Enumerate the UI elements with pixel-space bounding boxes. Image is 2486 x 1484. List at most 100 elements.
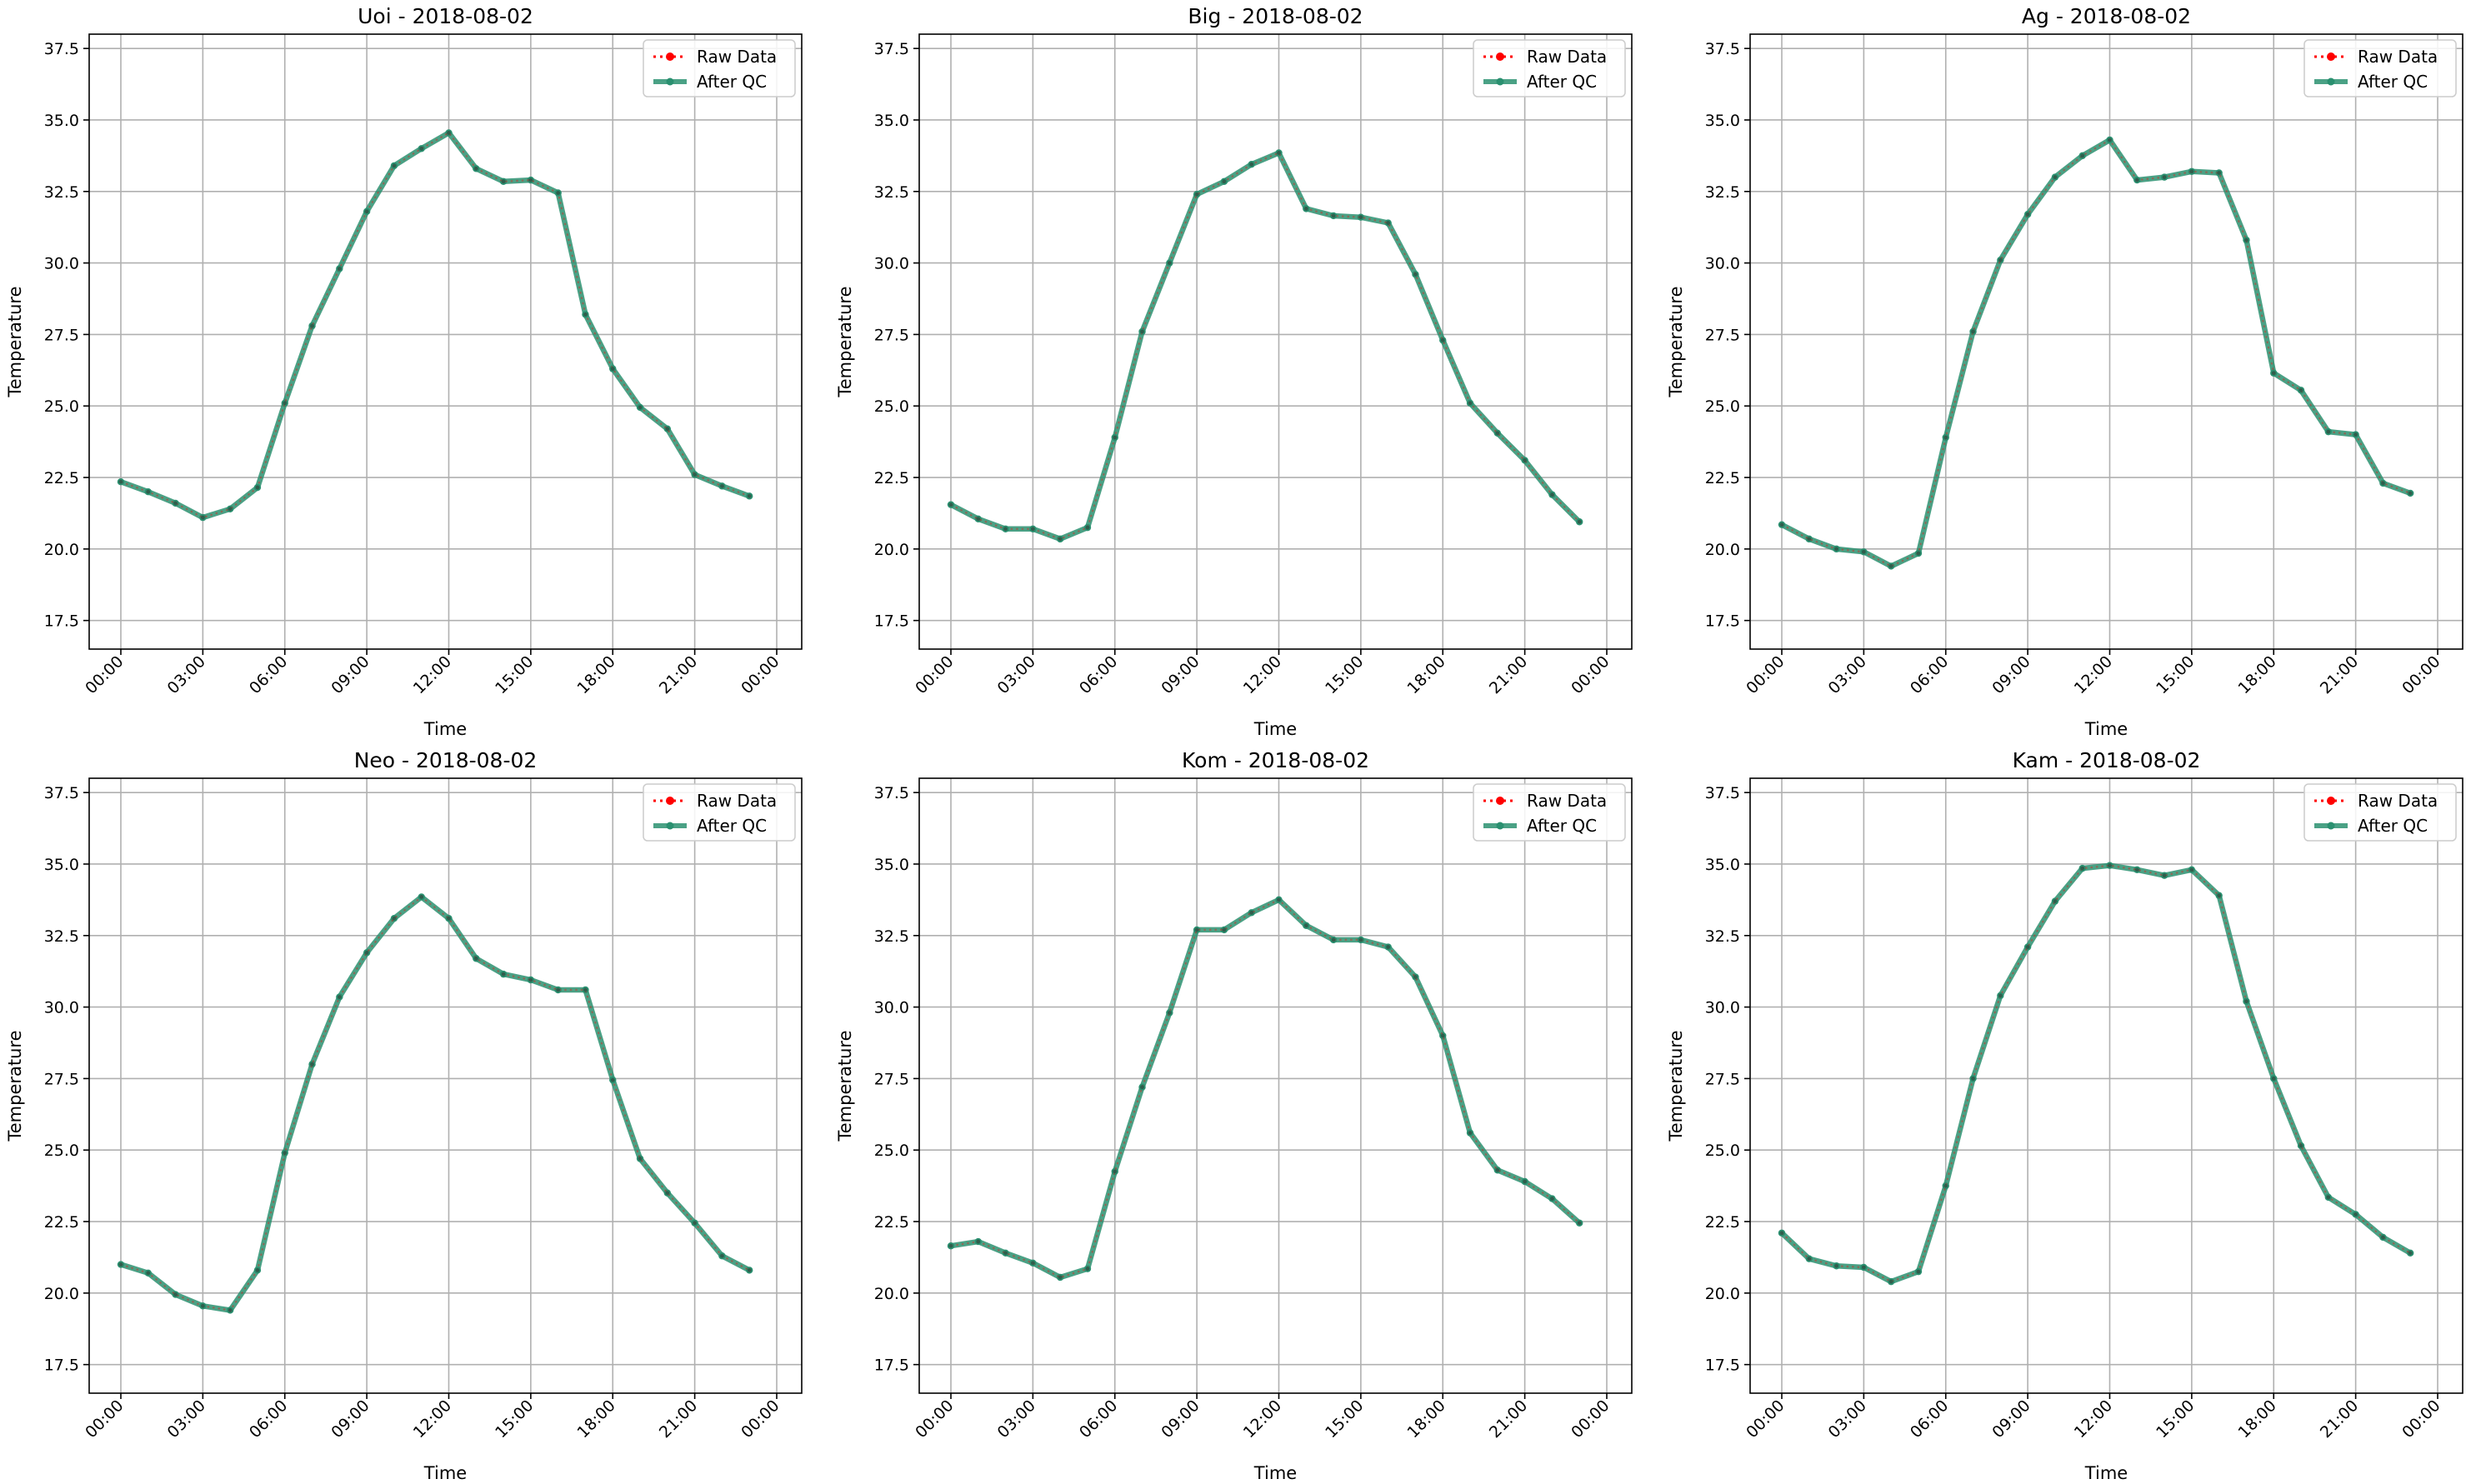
raw-data-point: [747, 1268, 752, 1272]
raw-data-point: [693, 1221, 698, 1226]
raw-data-point: [1058, 537, 1063, 542]
axes-frame: [88, 33, 803, 650]
y-tick-label: 35.0: [1705, 856, 1740, 874]
legend-raw-label: Raw Data: [2358, 47, 2438, 67]
raw-data-point: [720, 483, 724, 488]
raw-data-point: [1861, 1265, 1866, 1270]
y-tick-label: 25.0: [1705, 397, 1740, 416]
raw-data-point: [392, 163, 397, 168]
raw-data-point: [419, 146, 424, 151]
raw-data-point: [1003, 527, 1008, 532]
y-tick-label: 22.5: [874, 469, 909, 487]
raw-data-point: [1249, 910, 1254, 915]
raw-data-point: [501, 972, 506, 977]
after-qc-line: [1779, 862, 2412, 1285]
raw-data-point: [1030, 527, 1035, 532]
raw-data-point: [1140, 1085, 1144, 1090]
raw-data-point: [1167, 261, 1172, 266]
y-axis-label: Temperature: [1666, 286, 1686, 397]
y-tick-label: 27.5: [44, 326, 79, 344]
after-qc-line: [950, 897, 1582, 1281]
raw-data-point: [1495, 431, 1500, 436]
raw-data-point: [1167, 1011, 1172, 1015]
y-tick-label: 37.5: [874, 784, 909, 802]
y-tick-label: 30.0: [1705, 999, 1740, 1017]
raw-data-point: [337, 995, 342, 999]
raw-data-point: [638, 405, 643, 410]
raw-data-point: [1413, 975, 1418, 979]
y-tick-label: 20.0: [1705, 1285, 1740, 1303]
legend-raw-marker: [1496, 797, 1504, 805]
raw-data-point: [1468, 401, 1473, 406]
raw-data-point: [283, 401, 288, 406]
y-tick-label: 35.0: [874, 112, 909, 130]
y-tick-label: 27.5: [1705, 1070, 1740, 1088]
raw-data-point: [1003, 1251, 1008, 1256]
y-tick-label: 30.0: [44, 999, 79, 1017]
y-tick-label: 17.5: [874, 612, 909, 631]
raw-data-point: [364, 209, 369, 214]
legend-qc-marker: [2327, 77, 2335, 86]
raw-data-point: [2298, 1143, 2303, 1148]
raw-data-point: [1971, 329, 1975, 334]
raw-data-point: [528, 977, 533, 982]
axes-frame: [1749, 777, 2463, 1394]
raw-data-point: [2025, 945, 2030, 949]
legend-raw-marker: [2327, 797, 2335, 805]
raw-data-point: [2053, 175, 2058, 180]
y-tick-label: 22.5: [1705, 469, 1740, 487]
x-axis-label: Time: [423, 719, 467, 739]
y-axis-label: Temperature: [1666, 1030, 1686, 1142]
legend-qc-marker: [2327, 822, 2335, 830]
raw-data-point: [1085, 1267, 1090, 1272]
raw-data-point: [228, 507, 233, 512]
raw-data-point: [2381, 1235, 2385, 1240]
raw-data-point: [447, 916, 451, 921]
y-tick-label: 22.5: [44, 469, 79, 487]
y-tick-label: 35.0: [44, 112, 79, 130]
raw-data-point: [1413, 272, 1418, 277]
y-tick-label: 30.0: [874, 255, 909, 273]
y-tick-label: 17.5: [874, 1357, 909, 1375]
raw-data-point: [473, 166, 478, 171]
y-tick-label: 20.0: [874, 1285, 909, 1303]
y-tick-label: 32.5: [874, 183, 909, 202]
legend-qc-label: After QC: [697, 72, 767, 92]
after-qc-line: [949, 150, 1582, 542]
y-axis-label: Temperature: [835, 1030, 855, 1142]
raw-data-point: [2108, 863, 2112, 868]
y-tick-label: 22.5: [874, 1213, 909, 1232]
legend-qc-marker: [1496, 77, 1504, 86]
y-tick-label: 30.0: [44, 255, 79, 273]
y-tick-label: 30.0: [1705, 255, 1740, 273]
raw-data-point: [255, 485, 260, 490]
legend-raw-label: Raw Data: [697, 47, 777, 67]
raw-data-point: [2189, 867, 2194, 872]
raw-data-point: [1194, 927, 1199, 932]
raw-data-point: [1440, 337, 1445, 342]
raw-data-point: [2080, 153, 2085, 158]
raw-data-point: [1331, 213, 1336, 218]
y-tick-label: 27.5: [874, 326, 909, 344]
axes-frame: [1749, 33, 2463, 650]
raw-data-point: [1358, 215, 1363, 220]
raw-data-point: [1807, 537, 1812, 542]
legend-raw-marker: [666, 797, 674, 805]
raw-data-point: [118, 479, 123, 484]
raw-data-point: [173, 1292, 178, 1297]
raw-data-point: [1468, 1131, 1473, 1136]
raw-data-point: [556, 987, 561, 992]
raw-data-point: [1303, 206, 1308, 211]
raw-data-line: [120, 896, 750, 1312]
raw-data-point: [2408, 1251, 2413, 1256]
legend-qc-label: After QC: [1527, 816, 1597, 836]
x-axis-label: Time: [1253, 1463, 1297, 1483]
raw-data-point: [1249, 162, 1254, 167]
raw-data-point: [1971, 1077, 1975, 1081]
raw-data-point: [610, 367, 615, 372]
raw-data-point: [2244, 999, 2248, 1004]
y-axis-label: Temperature: [835, 286, 855, 397]
y-tick-label: 20.0: [874, 541, 909, 559]
raw-data-point: [1222, 179, 1227, 184]
